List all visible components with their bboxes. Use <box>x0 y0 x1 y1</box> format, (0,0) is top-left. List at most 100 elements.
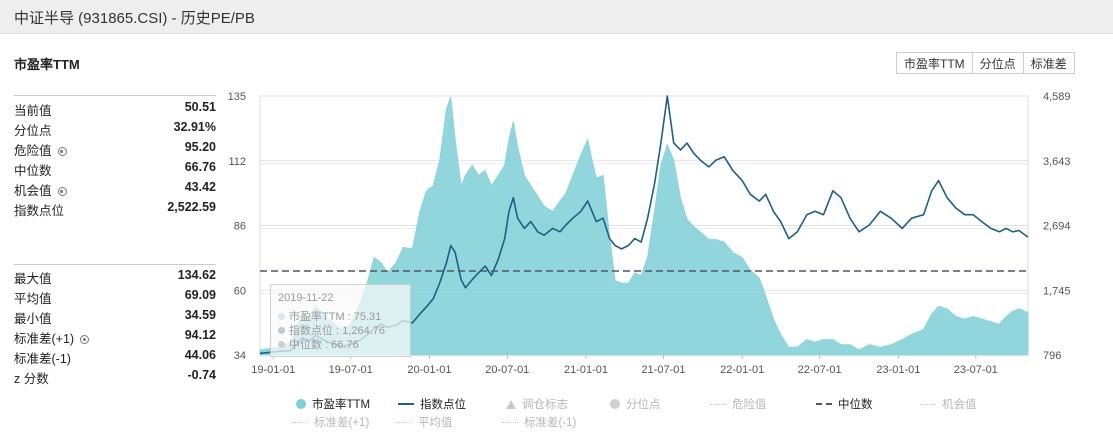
stat-row: z 分数 -0.74 <box>14 368 216 388</box>
stat-label: 中位数 <box>14 160 52 179</box>
tooltip-row-pe: 市盈率TTM : 75.31 <box>278 308 381 324</box>
chart-tooltip: 2019-11-22 市盈率TTM : 75.31 指数点位 : 1,264.7… <box>270 284 411 357</box>
window-title: 中证半导 (931865.CSI) - 历史PE/PB <box>14 10 255 27</box>
y-right-tick-label: 2,694 <box>1043 221 1071 233</box>
legend-label: 市盈率TTM <box>312 399 371 411</box>
stat-value: 43.42 <box>184 180 216 194</box>
x-tick-label: 20-01-01 <box>407 364 451 376</box>
stat-row: 指数点位 2,522.59 <box>14 200 216 220</box>
x-tick-label: 19-01-01 <box>251 364 295 376</box>
stat-label: z 分数 <box>14 368 49 387</box>
y-left-tick-label: 86 <box>234 221 246 233</box>
legend-item[interactable]: 标准差(+1) <box>292 414 369 430</box>
stat-label: 危险值 <box>14 140 67 159</box>
circle-marker-icon <box>296 399 306 409</box>
y-right-tick-label: 3,643 <box>1043 156 1071 168</box>
legend-item[interactable]: 分位点 <box>610 396 661 412</box>
stat-row: 最小值 34.59 <box>14 308 216 328</box>
tooltip-row-index: 指数点位 : 1,264.76 <box>278 322 385 338</box>
legend-item[interactable]: 中位数 <box>816 396 873 412</box>
stat-label-text: 最小值 <box>14 312 52 326</box>
legend-label: 分位点 <box>626 399 661 411</box>
legend-item[interactable]: 指数点位 <box>398 396 466 412</box>
y-left-tick-label: 60 <box>234 285 246 297</box>
stat-label-text: 分位点 <box>14 124 52 138</box>
x-tick-label: 22-07-01 <box>798 364 842 376</box>
std-dev-button[interactable]: 标准差 <box>1022 52 1075 74</box>
x-tick-label: 23-07-01 <box>954 364 998 376</box>
stat-row: 机会值 43.42 <box>14 180 216 200</box>
stat-value: 95.20 <box>184 140 216 154</box>
tooltip-pe-text: 市盈率TTM : 75.31 <box>289 311 382 323</box>
pe-ttm-button[interactable]: 市盈率TTM <box>896 52 973 74</box>
stat-label-text: 标准差(+1) <box>14 332 75 346</box>
gear-icon[interactable] <box>57 187 67 196</box>
gear-icon[interactable] <box>80 335 90 344</box>
triangle-marker-icon <box>506 399 516 409</box>
legend-item[interactable]: 市盈率TTM <box>296 396 370 412</box>
stat-row: 中位数 66.76 <box>14 160 216 180</box>
legend-item[interactable]: 标准差(-1) <box>502 414 576 430</box>
x-tick-label: 20-07-01 <box>485 364 529 376</box>
stat-value: 2,522.59 <box>167 200 216 214</box>
tooltip-row-median: 中位数 : 66.76 <box>278 336 359 352</box>
stat-row: 标准差(+1) 94.12 <box>14 328 216 348</box>
stat-value: 32.91% <box>173 120 216 134</box>
y-left-tick-label: 34 <box>234 350 246 362</box>
stat-value: 69.09 <box>184 288 216 302</box>
legend-label: 指数点位 <box>420 399 466 411</box>
stat-value: 134.62 <box>177 268 216 282</box>
stat-label: 最小值 <box>14 308 52 327</box>
stat-label: 最大值 <box>14 268 52 287</box>
dotted-line-marker-icon <box>920 403 936 405</box>
legend-item[interactable]: 调仓标志 <box>506 396 568 412</box>
tooltip-dot-icon <box>278 341 285 348</box>
legend-label: 调仓标志 <box>522 399 568 411</box>
legend-item[interactable]: 机会值 <box>920 396 977 412</box>
stat-label: 标准差(-1) <box>14 348 71 367</box>
legend-item[interactable]: 危险值 <box>710 396 767 412</box>
y-right-tick-label: 4,589 <box>1043 91 1071 103</box>
metric-button-group: 市盈率TTM 分位点 标准差 <box>896 52 1075 74</box>
stat-row: 最大值 134.62 <box>14 268 216 288</box>
stat-label-text: 机会值 <box>14 184 52 198</box>
stat-label: 指数点位 <box>14 200 64 219</box>
x-tick-label: 23-01-01 <box>876 364 920 376</box>
stat-row: 当前值 50.51 <box>14 100 216 120</box>
stat-label-text: 最大值 <box>14 272 52 286</box>
stat-label-text: 平均值 <box>14 292 52 306</box>
x-tick-label: 19-07-01 <box>329 364 373 376</box>
legend-label: 机会值 <box>942 399 977 411</box>
legend-label: 中位数 <box>838 399 873 411</box>
stats-divider-middle <box>14 264 216 265</box>
stat-label: 分位点 <box>14 120 52 139</box>
stat-label-text: 标准差(-1) <box>14 352 71 366</box>
dotted-line-marker-icon <box>502 421 518 423</box>
stat-label-text: 危险值 <box>14 144 52 158</box>
legend-label: 平均值 <box>418 417 453 429</box>
stat-label: 标准差(+1) <box>14 328 90 347</box>
stat-row: 平均值 69.09 <box>14 288 216 308</box>
stat-value: -0.74 <box>187 368 217 382</box>
title-bar: 中证半导 (931865.CSI) - 历史PE/PB <box>0 0 1113 34</box>
legend-item[interactable]: 平均值 <box>396 414 453 430</box>
y-right-tick-label: 1,745 <box>1043 285 1071 297</box>
stat-label-text: 当前值 <box>14 104 52 118</box>
legend-label: 危险值 <box>732 399 767 411</box>
gear-icon[interactable] <box>57 147 67 156</box>
dashed-line-marker-icon <box>816 403 832 405</box>
tooltip-dot-icon <box>278 313 285 320</box>
stat-label: 平均值 <box>14 288 52 307</box>
y-left-tick-label: 135 <box>228 91 246 103</box>
stat-label-text: z 分数 <box>14 372 49 386</box>
stat-value: 50.51 <box>184 100 216 114</box>
stat-row: 分位点 32.91% <box>14 120 216 140</box>
stat-value: 34.59 <box>184 308 216 322</box>
dotted-line-marker-icon <box>292 421 308 423</box>
tooltip-median-text: 中位数 : 66.76 <box>289 339 359 351</box>
tooltip-date: 2019-11-22 <box>278 292 334 304</box>
dotted-line-marker-icon <box>710 403 726 405</box>
line-marker-icon <box>398 403 414 405</box>
stat-row: 危险值 95.20 <box>14 140 216 160</box>
